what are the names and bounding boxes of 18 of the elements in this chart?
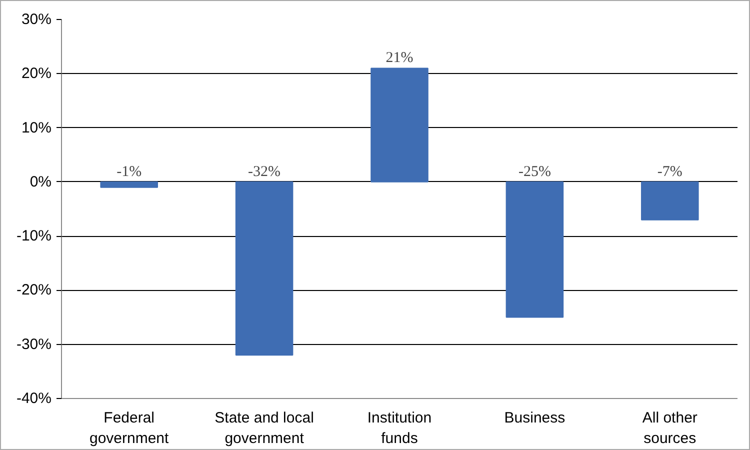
- y-tick-label: -30%: [16, 336, 52, 353]
- x-tick-label: All other sources: [642, 410, 698, 447]
- x-tick-label: Federal government: [89, 410, 170, 447]
- data-label: 21%: [386, 50, 414, 66]
- data-label: -32%: [248, 164, 281, 180]
- y-tick-label: -40%: [16, 390, 52, 407]
- data-label: -1%: [116, 164, 142, 180]
- x-tick-label: State and local government: [214, 410, 314, 447]
- data-label: -25%: [518, 164, 551, 180]
- y-tick-label: -10%: [16, 228, 52, 245]
- y-tick-label: -20%: [16, 282, 52, 299]
- y-tick-label: 30%: [21, 11, 52, 28]
- x-tick-label: Business: [504, 410, 566, 426]
- y-tick-label: 20%: [21, 65, 52, 82]
- x-tick-label: Institution funds: [367, 410, 432, 447]
- data-label: -7%: [657, 164, 682, 180]
- y-tick-label: 0%: [30, 173, 52, 190]
- y-tick-label: 10%: [21, 119, 52, 136]
